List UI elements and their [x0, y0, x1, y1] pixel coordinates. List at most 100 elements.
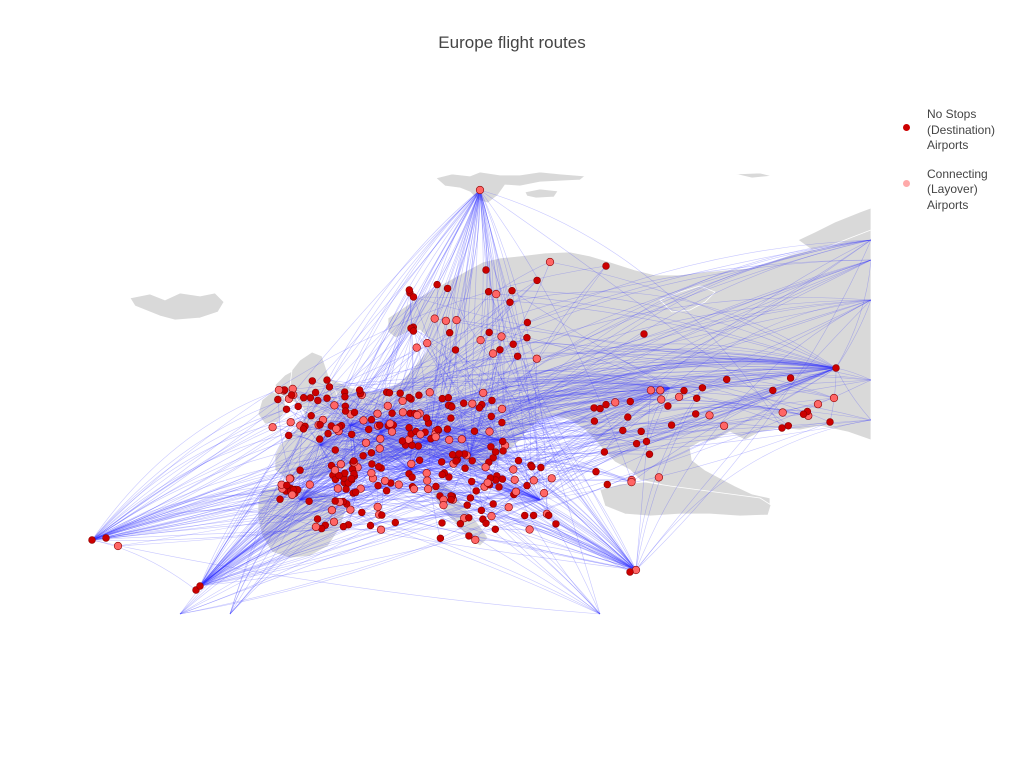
- destination-airport-marker[interactable]: [491, 448, 500, 456]
- connecting-airport-marker[interactable]: [547, 474, 556, 483]
- connecting-airport-marker[interactable]: [657, 395, 666, 404]
- destination-airport-marker[interactable]: [722, 375, 731, 384]
- destination-airport-marker[interactable]: [632, 439, 641, 448]
- connecting-airport-marker[interactable]: [829, 393, 839, 403]
- connecting-airport-marker[interactable]: [425, 388, 434, 397]
- destination-airport-marker[interactable]: [422, 414, 431, 422]
- destination-airport-marker[interactable]: [314, 396, 322, 405]
- destination-airport-marker[interactable]: [391, 518, 399, 527]
- connecting-airport-marker[interactable]: [441, 316, 451, 325]
- connecting-airport-marker[interactable]: [305, 480, 314, 489]
- connecting-airport-marker[interactable]: [719, 421, 729, 430]
- destination-airport-marker[interactable]: [487, 443, 495, 451]
- destination-airport-marker[interactable]: [434, 425, 442, 434]
- connecting-airport-marker[interactable]: [413, 411, 422, 420]
- destination-airport-marker[interactable]: [509, 340, 517, 348]
- connecting-airport-marker[interactable]: [376, 434, 385, 443]
- connecting-airport-marker[interactable]: [475, 185, 485, 195]
- destination-airport-marker[interactable]: [499, 437, 507, 446]
- destination-airport-marker[interactable]: [367, 449, 376, 457]
- destination-airport-marker[interactable]: [463, 501, 471, 509]
- connecting-airport-marker[interactable]: [422, 469, 431, 478]
- destination-airport-marker[interactable]: [506, 298, 514, 306]
- destination-airport-marker[interactable]: [491, 525, 499, 533]
- destination-airport-marker[interactable]: [342, 485, 350, 493]
- destination-airport-marker[interactable]: [544, 511, 553, 519]
- destination-airport-marker[interactable]: [508, 287, 516, 295]
- destination-airport-marker[interactable]: [465, 532, 473, 540]
- connecting-airport-marker[interactable]: [412, 343, 421, 352]
- destination-airport-marker[interactable]: [341, 407, 350, 415]
- destination-airport-marker[interactable]: [316, 435, 324, 443]
- destination-airport-marker[interactable]: [680, 386, 688, 395]
- destination-airport-marker[interactable]: [451, 346, 460, 354]
- connecting-airport-marker[interactable]: [375, 444, 384, 453]
- destination-airport-marker[interactable]: [529, 511, 538, 520]
- destination-airport-marker[interactable]: [285, 431, 293, 440]
- connecting-airport-marker[interactable]: [274, 385, 284, 395]
- destination-airport-marker[interactable]: [438, 394, 446, 403]
- destination-airport-marker[interactable]: [592, 468, 600, 476]
- destination-airport-marker[interactable]: [396, 389, 404, 397]
- connecting-airport-marker[interactable]: [332, 424, 341, 434]
- connecting-airport-marker[interactable]: [330, 401, 339, 410]
- destination-airport-marker[interactable]: [468, 457, 476, 465]
- destination-airport-marker[interactable]: [323, 394, 331, 402]
- destination-airport-marker[interactable]: [436, 534, 445, 542]
- destination-airport-marker[interactable]: [461, 464, 469, 472]
- destination-airport-marker[interactable]: [523, 481, 531, 490]
- destination-airport-marker[interactable]: [375, 463, 383, 471]
- destination-airport-marker[interactable]: [438, 458, 446, 466]
- connecting-airport-marker[interactable]: [383, 401, 392, 411]
- destination-airport-marker[interactable]: [287, 391, 296, 399]
- destination-airport-marker[interactable]: [366, 521, 375, 530]
- connecting-airport-marker[interactable]: [471, 535, 480, 545]
- connecting-airport-marker[interactable]: [488, 349, 498, 358]
- destination-airport-marker[interactable]: [626, 568, 634, 576]
- destination-airport-marker[interactable]: [283, 481, 291, 490]
- destination-airport-marker[interactable]: [626, 397, 634, 406]
- connecting-airport-marker[interactable]: [492, 290, 501, 299]
- destination-airport-marker[interactable]: [405, 393, 413, 402]
- destination-airport-marker[interactable]: [405, 286, 413, 294]
- connecting-airport-marker[interactable]: [380, 476, 390, 485]
- destination-airport-marker[interactable]: [313, 515, 322, 523]
- destination-airport-marker[interactable]: [602, 262, 610, 270]
- destination-airport-marker[interactable]: [388, 409, 396, 417]
- destination-airport-marker[interactable]: [308, 377, 316, 385]
- connecting-airport-marker[interactable]: [539, 489, 549, 498]
- destination-airport-marker[interactable]: [769, 386, 777, 395]
- destination-airport-marker[interactable]: [499, 447, 507, 455]
- connecting-airport-marker[interactable]: [483, 478, 492, 487]
- destination-airport-marker[interactable]: [784, 422, 792, 430]
- destination-airport-marker[interactable]: [485, 328, 493, 337]
- destination-airport-marker[interactable]: [600, 448, 609, 456]
- destination-airport-marker[interactable]: [415, 391, 423, 399]
- connecting-airport-marker[interactable]: [525, 525, 534, 534]
- destination-airport-marker[interactable]: [405, 424, 413, 432]
- destination-airport-marker[interactable]: [470, 427, 479, 435]
- destination-airport-marker[interactable]: [528, 463, 536, 471]
- connecting-airport-marker[interactable]: [468, 399, 477, 408]
- destination-airport-marker[interactable]: [408, 441, 416, 449]
- destination-airport-marker[interactable]: [786, 374, 795, 382]
- connecting-airport-marker[interactable]: [359, 416, 368, 425]
- destination-airport-marker[interactable]: [438, 519, 446, 527]
- connecting-airport-marker[interactable]: [376, 525, 386, 534]
- destination-airport-marker[interactable]: [465, 514, 473, 522]
- destination-airport-marker[interactable]: [282, 405, 291, 413]
- destination-airport-marker[interactable]: [438, 470, 446, 479]
- destination-airport-marker[interactable]: [495, 483, 503, 491]
- connecting-airport-marker[interactable]: [504, 503, 513, 512]
- destination-airport-marker[interactable]: [523, 318, 532, 327]
- connecting-airport-marker[interactable]: [529, 476, 538, 485]
- destination-airport-marker[interactable]: [468, 477, 476, 486]
- connecting-airport-marker[interactable]: [627, 478, 636, 487]
- connecting-airport-marker[interactable]: [333, 484, 343, 493]
- destination-airport-marker[interactable]: [300, 394, 308, 402]
- connecting-airport-marker[interactable]: [778, 408, 787, 417]
- destination-airport-marker[interactable]: [537, 463, 545, 472]
- connecting-airport-marker[interactable]: [532, 354, 541, 363]
- destination-airport-marker[interactable]: [350, 457, 358, 465]
- destination-airport-marker[interactable]: [398, 437, 407, 445]
